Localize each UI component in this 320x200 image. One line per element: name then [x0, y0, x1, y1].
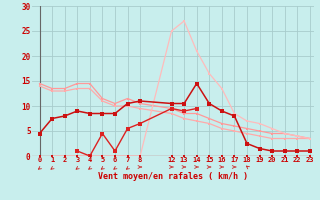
X-axis label: Vent moyen/en rafales ( km/h ): Vent moyen/en rafales ( km/h ) — [98, 172, 248, 181]
